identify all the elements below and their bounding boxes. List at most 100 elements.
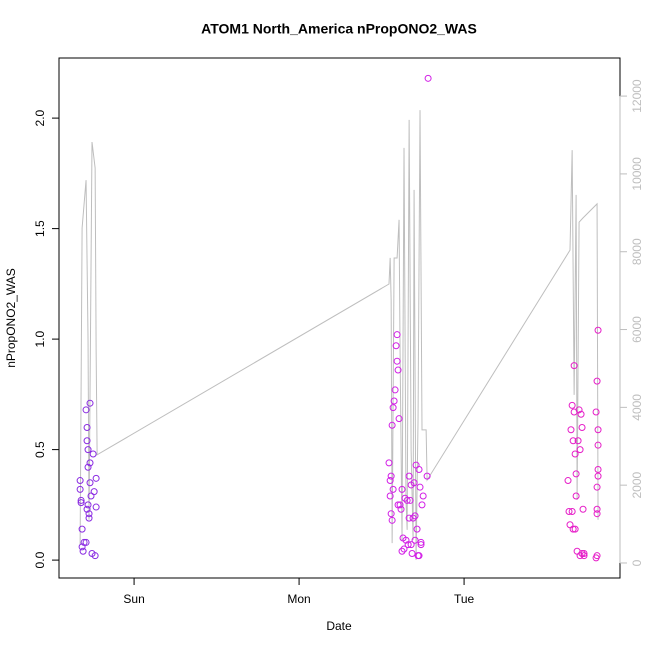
data-point: [79, 547, 87, 555]
data-point: [76, 477, 84, 485]
data-point: [83, 424, 91, 432]
data-point: [400, 545, 408, 553]
data-point: [92, 503, 100, 511]
data-point: [592, 554, 600, 562]
data-point: [76, 485, 84, 493]
data-point: [411, 512, 419, 520]
data-point: [406, 496, 414, 504]
data-point: [389, 485, 397, 493]
y2-tick-label: 10000: [630, 157, 644, 191]
data-point: [594, 465, 602, 473]
data-point: [569, 525, 577, 533]
data-point: [418, 501, 426, 509]
data-point: [594, 426, 602, 434]
data-point: [85, 510, 93, 518]
x-tick-label: Sun: [123, 592, 144, 606]
x-tick-label: Mon: [287, 592, 310, 606]
data-point: [594, 472, 602, 480]
plot-box: [58, 57, 621, 579]
data-point: [391, 386, 399, 394]
data-point: [394, 501, 402, 509]
data-point: [571, 450, 579, 458]
data-point: [578, 424, 586, 432]
data-point: [387, 510, 395, 518]
data-point: [417, 538, 425, 546]
y2-tick-label: 6000: [630, 316, 644, 343]
data-point: [86, 399, 94, 407]
altitude-line: [79, 110, 599, 560]
data-point: [407, 541, 415, 549]
data-point: [567, 426, 575, 434]
data-point: [83, 505, 91, 513]
data-point: [387, 472, 395, 480]
data-point: [84, 446, 92, 454]
data-point: [571, 525, 579, 533]
data-point: [575, 406, 583, 414]
data-point: [576, 552, 584, 560]
data-point: [580, 549, 588, 557]
data-point: [594, 441, 602, 449]
data-point: [403, 496, 411, 504]
data-point: [579, 505, 587, 513]
data-point: [82, 406, 90, 414]
data-point: [410, 479, 418, 487]
data-point: [592, 408, 600, 416]
data-point: [90, 488, 98, 496]
data-point: [82, 538, 90, 546]
y-tick-label: 2.0: [33, 109, 47, 126]
y-tick-label: 1.0: [33, 330, 47, 347]
data-point: [580, 552, 588, 560]
data-point: [388, 516, 396, 524]
data-point: [593, 505, 601, 513]
data-point: [416, 483, 424, 491]
y2-tick-label: 4000: [630, 394, 644, 421]
data-point: [89, 450, 97, 458]
data-point: [423, 472, 431, 480]
data-point: [568, 401, 576, 409]
data-point: [572, 470, 580, 478]
data-point: [77, 499, 85, 507]
data-point: [578, 549, 586, 557]
data-point: [413, 525, 421, 533]
data-point: [78, 525, 86, 533]
data-point: [594, 326, 602, 334]
y-tick-label: 0.5: [33, 441, 47, 458]
data-point: [84, 501, 92, 509]
data-point: [574, 437, 582, 445]
data-point: [91, 552, 99, 560]
data-point: [577, 410, 585, 418]
data-point: [405, 472, 413, 480]
data-point: [424, 74, 432, 82]
y-tick-label: 0.0: [33, 551, 47, 568]
data-point: [392, 342, 400, 350]
data-point: [402, 536, 410, 544]
data-point: [86, 459, 94, 467]
x-tick-label: Tue: [454, 592, 475, 606]
data-point: [396, 501, 404, 509]
data-point: [92, 474, 100, 482]
data-point: [386, 477, 394, 485]
data-point: [568, 507, 576, 515]
data-point: [593, 377, 601, 385]
data-point: [393, 357, 401, 365]
data-point: [404, 541, 412, 549]
data-point: [386, 492, 394, 500]
chart-title: ATOM1 North_America nPropONO2_WAS: [201, 21, 477, 37]
data-point: [388, 421, 396, 429]
data-point: [417, 541, 425, 549]
data-point: [593, 483, 601, 491]
data-point: [394, 366, 402, 374]
data-point: [385, 459, 393, 467]
data-point: [569, 437, 577, 445]
data-point: [409, 514, 417, 522]
data-point: [398, 485, 406, 493]
data-point: [398, 547, 406, 555]
data-point: [390, 397, 398, 405]
data-point: [84, 463, 92, 471]
data-point: [395, 415, 403, 423]
data-point: [408, 549, 416, 557]
data-point: [419, 492, 427, 500]
y2-tick-label: 12000: [630, 79, 644, 113]
data-point: [86, 479, 94, 487]
y-axis-label: nPropONO2_WAS: [4, 268, 18, 368]
